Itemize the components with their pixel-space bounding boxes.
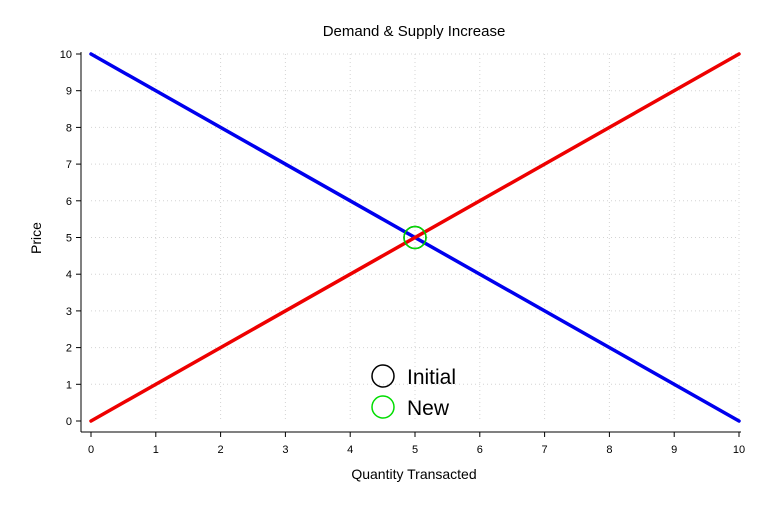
legend-key-1 <box>371 395 395 419</box>
x-tick-label: 8 <box>606 444 612 456</box>
x-tick-label: 1 <box>153 444 159 456</box>
axes: 0 1 2 3 4 5 6 7 8 9 10 0 1 2 3 4 5 6 7 8 9 10 <box>60 49 745 456</box>
x-tick-label: 9 <box>671 444 677 456</box>
y-tick-label: 5 <box>66 233 72 245</box>
legend-label-1: New <box>407 397 450 420</box>
marker-new <box>403 225 427 250</box>
x-tick-label: 0 <box>88 444 94 456</box>
series-layer <box>89 52 741 423</box>
x-tick-label: 2 <box>218 444 224 456</box>
y-tick-label: 6 <box>66 196 72 208</box>
x-tick-label: 3 <box>282 444 288 456</box>
y-axis-label: Price <box>28 222 44 254</box>
x-tick-label: 6 <box>477 444 483 456</box>
x-tick-label: 4 <box>347 444 353 456</box>
series-line-1 <box>89 52 741 423</box>
y-tick-label: 2 <box>66 343 72 355</box>
x-tick-label: 5 <box>412 444 418 456</box>
y-tick-label: 1 <box>66 379 72 391</box>
y-tick-label: 0 <box>66 416 72 428</box>
y-tick-label: 7 <box>66 159 72 171</box>
x-tick-label: 7 <box>542 444 548 456</box>
legend: Initial New <box>371 364 456 420</box>
x-axis-label: Quantity Transacted <box>351 466 476 482</box>
marker-layer <box>403 225 427 250</box>
y-tick-label: 9 <box>66 86 72 98</box>
chart-title: Demand & Supply Increase <box>323 23 506 40</box>
y-tick-label: 3 <box>66 306 72 318</box>
legend-key-0 <box>371 364 395 388</box>
x-tick-label: 10 <box>733 444 745 456</box>
y-tick-label: 4 <box>66 269 72 281</box>
legend-label-0: Initial <box>407 366 456 389</box>
y-tick-label: 10 <box>60 49 72 61</box>
y-tick-label: 8 <box>66 122 72 134</box>
